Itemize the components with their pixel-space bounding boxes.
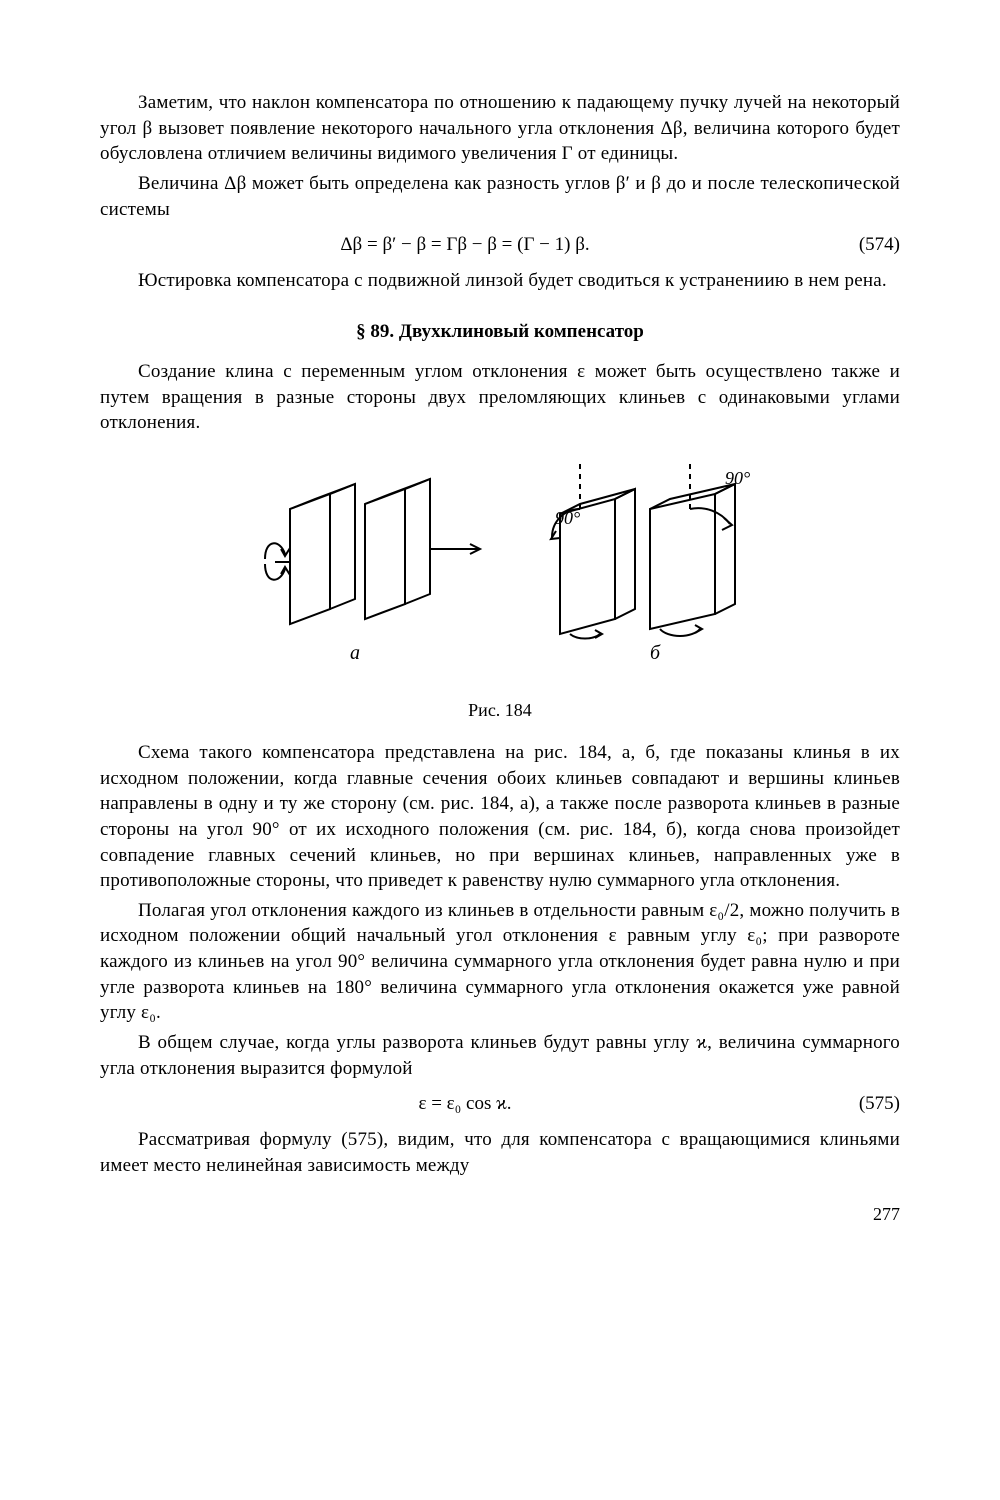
- paragraph-4: Создание клина с переменным углом отклон…: [100, 359, 900, 436]
- paragraph-8: Рассматривая формулу (575), видим, что д…: [100, 1127, 900, 1178]
- equation-575-row: ε = ε₀ cos ϰ. (575): [100, 1091, 900, 1117]
- paragraph-2: Величина Δβ может быть определена как ра…: [100, 171, 900, 222]
- paragraph-7: В общем случае, когда углы разворота кли…: [100, 1030, 900, 1081]
- equation-574-row: Δβ = β′ − β = Γβ − β = (Γ − 1) β. (574): [100, 232, 900, 258]
- figure-184-caption: Рис. 184: [100, 698, 900, 722]
- paragraph-1: Заметим, что наклон компенсатора по отно…: [100, 90, 900, 167]
- figure-label-b: б: [650, 642, 661, 664]
- page: Заметим, что наклон компенсатора по отно…: [0, 0, 1000, 1287]
- page-number: 277: [100, 1202, 900, 1226]
- equation-574: Δβ = β′ − β = Γβ − β = (Γ − 1) β.: [100, 232, 830, 258]
- figure-angle-right: 90°: [725, 468, 750, 488]
- figure-184: а: [100, 454, 900, 692]
- equation-575: ε = ε₀ cos ϰ.: [100, 1091, 830, 1117]
- paragraph-6: Полагая угол отклонения каждого из клинь…: [100, 898, 900, 1026]
- figure-label-a: а: [350, 642, 360, 664]
- figure-184-svg: а: [220, 454, 780, 684]
- paragraph-3: Юстировка компенсатора с подвижной линзо…: [100, 268, 900, 294]
- equation-575-number: (575): [830, 1091, 900, 1117]
- paragraph-5: Схема такого компенсатора представлена н…: [100, 740, 900, 894]
- section-heading-89: § 89. Двухклиновый компенсатор: [100, 319, 900, 345]
- figure-angle-left: 90°: [555, 508, 580, 528]
- equation-574-number: (574): [830, 232, 900, 258]
